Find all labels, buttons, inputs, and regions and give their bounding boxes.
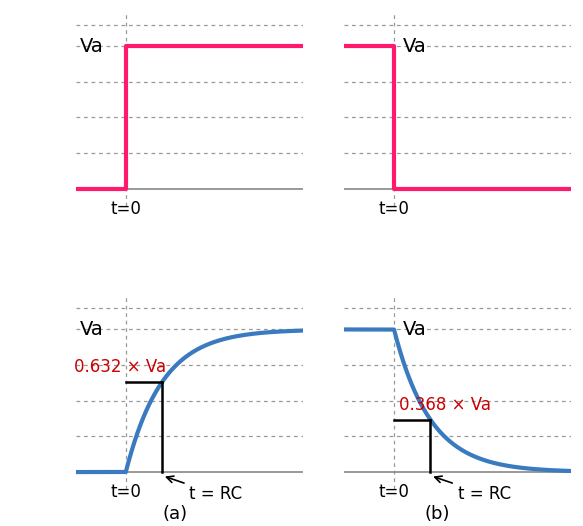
Text: t=0: t=0 [110,483,141,501]
Text: Va: Va [80,320,104,339]
Text: t = RC: t = RC [167,476,243,503]
Text: (b): (b) [424,505,450,523]
Text: t=0: t=0 [378,200,409,218]
Text: t = RC: t = RC [435,476,511,503]
Text: 0.632 × Va: 0.632 × Va [73,358,166,376]
Text: t=0: t=0 [110,200,141,218]
Text: 0.368 × Va: 0.368 × Va [399,396,490,414]
Text: Va: Va [80,37,104,56]
Text: (a): (a) [162,505,188,523]
Text: t=0: t=0 [378,483,409,501]
Text: Va: Va [403,320,427,339]
Text: Va: Va [403,37,427,56]
